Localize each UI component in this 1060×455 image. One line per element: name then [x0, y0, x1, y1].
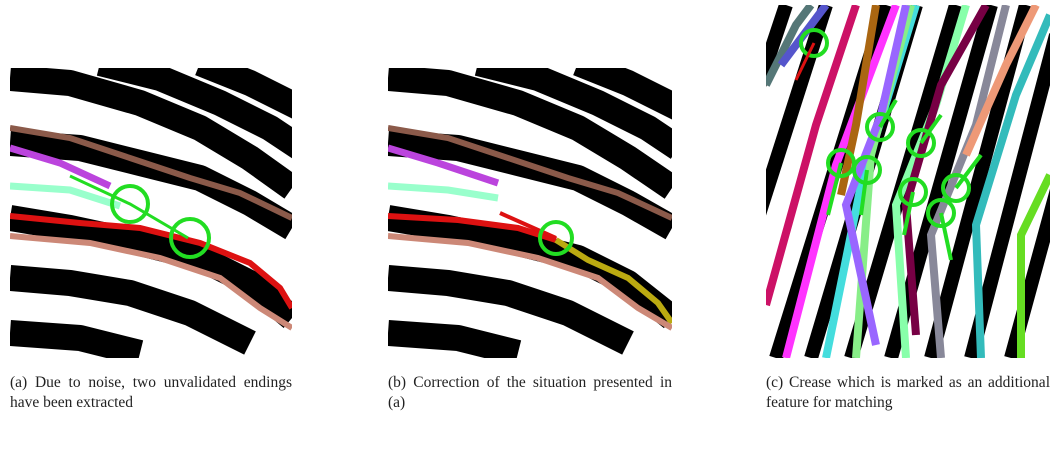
image-c [766, 5, 1050, 358]
caption-a: (a) Due to noise, two unvalidated ending… [10, 373, 292, 413]
caption-label: (a) [10, 374, 27, 391]
caption-label: (b) [388, 374, 406, 391]
caption-text: Crease which is marked as an additional … [766, 374, 1050, 411]
caption-b: (b) Correction of the situation presente… [388, 373, 672, 413]
caption-text: Due to noise, two unvalidated endings ha… [10, 374, 292, 411]
image-b [388, 68, 672, 358]
image-a [10, 68, 292, 358]
page: {"figures": [ {"label": "(a)", "caption"… [0, 0, 1060, 455]
caption-c: (c) Crease which is marked as an additio… [766, 373, 1050, 413]
caption-label: (c) [766, 374, 783, 391]
caption-text: Correction of the situation presented in… [388, 374, 672, 411]
